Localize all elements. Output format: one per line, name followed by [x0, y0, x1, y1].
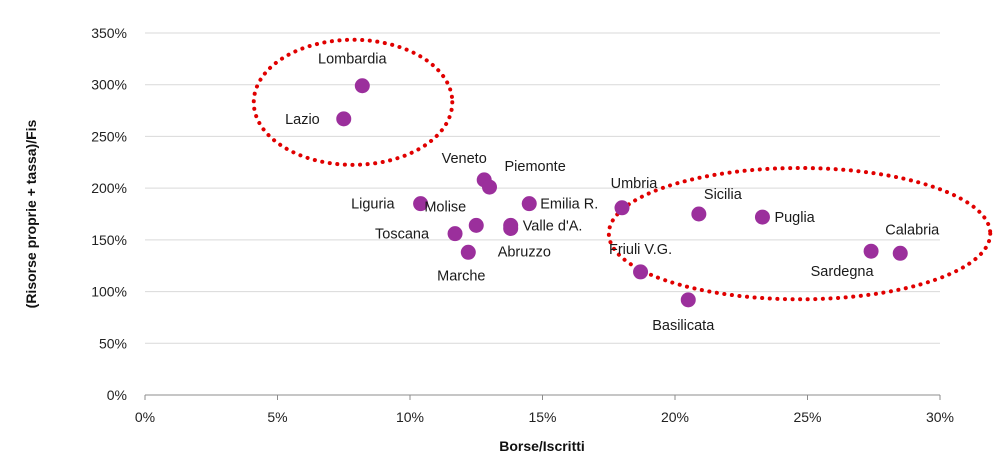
gridlines [145, 32, 940, 344]
y-tick-label: 200% [91, 180, 127, 196]
highlight-ellipse [251, 37, 455, 167]
point-piemonte [482, 179, 497, 195]
point-friuli-v-g [633, 264, 649, 280]
point-marche [460, 244, 476, 260]
point-label: Emilia R. [540, 197, 598, 213]
point-label: Puglia [774, 210, 815, 226]
x-tick-label: 30% [926, 409, 954, 425]
x-tick-label: 20% [661, 409, 689, 425]
point-label: Sicilia [704, 187, 743, 203]
point-basilicata [680, 292, 696, 308]
point-lazio [336, 111, 352, 127]
point-liguria [413, 196, 429, 212]
point-label: Liguria [351, 197, 395, 213]
point-toscana [447, 226, 463, 242]
y-tick-label: 100% [91, 284, 127, 300]
point-umbria [614, 200, 630, 216]
point-lombardia [354, 78, 370, 94]
point-label: Veneto [442, 151, 487, 167]
y-tick-label: 350% [91, 25, 127, 41]
point-labels: Lombardia Lazio Veneto Piemonte Liguria Emili… [285, 52, 940, 334]
y-tick-label: 50% [99, 335, 127, 351]
x-tick-label: 10% [396, 409, 424, 425]
point-label: Sardegna [811, 264, 875, 280]
point-label: Basilicata [652, 318, 715, 334]
highlight-ellipses [251, 37, 993, 302]
highlight-ellipse [606, 166, 993, 302]
point-label: Piemonte [505, 159, 566, 175]
x-axis-title: Borse/Iscritti [499, 438, 585, 454]
point-label: Calabria [885, 222, 940, 238]
point-puglia [754, 209, 770, 225]
point-label: Lazio [285, 112, 320, 128]
y-tick-label: 150% [91, 232, 127, 248]
x-tick-label: 25% [793, 409, 821, 425]
point-abruzzo [503, 220, 519, 236]
point-label: Umbria [611, 176, 659, 192]
point-label: Molise [424, 199, 466, 215]
x-tick-label: 5% [267, 409, 287, 425]
point-label: Marche [437, 268, 485, 284]
x-tick-label: 15% [528, 409, 556, 425]
y-tick-label: 250% [91, 128, 127, 144]
data-points [336, 78, 908, 308]
point-sardegna [863, 243, 879, 259]
point-label: Toscana [375, 227, 430, 243]
point-label: Abruzzo [498, 244, 551, 260]
point-sicilia [691, 206, 707, 222]
y-tick-label: 0% [107, 387, 127, 403]
y-tick-label: 300% [91, 77, 127, 93]
point-label: Lombardia [318, 52, 387, 68]
point-emilia-r [521, 196, 537, 212]
point-label: Friuli V.G. [609, 242, 672, 258]
y-axis-title: (Risorse proprie + tassa)/Fis [23, 119, 39, 308]
axes: 0% 50% 100% 150% 200% 250% 300% 350% 0% 5% 10% 15% 2… [91, 25, 954, 425]
point-label: Valle d'A. [523, 218, 583, 234]
x-tick-label: 0% [135, 409, 155, 425]
point-calabria [892, 245, 908, 261]
point-molise [468, 217, 484, 233]
